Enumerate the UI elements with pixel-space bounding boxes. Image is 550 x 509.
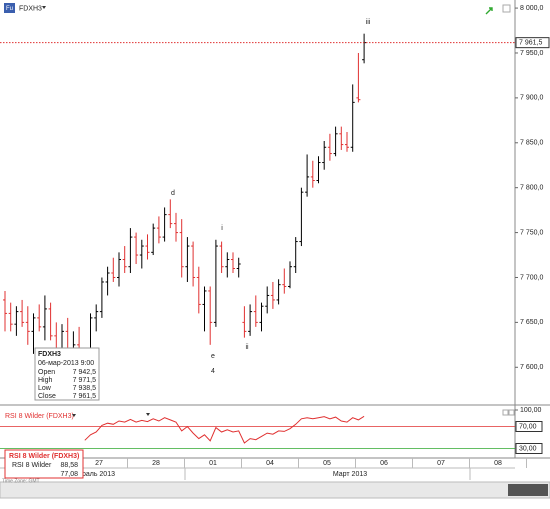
x-tick-label: 28 [152,460,160,467]
info-value: 7 961,5 [73,393,96,400]
y-tick-label: 7 650,0 [520,319,543,326]
y-tick-label: 7 900,0 [520,95,543,102]
info-label: Open [38,369,55,376]
info-value: 7 942,5 [73,369,96,376]
scrollbar[interactable] [0,481,550,499]
y-tick-label: 8 000,0 [520,5,543,12]
level-box [515,421,543,432]
marker [146,413,150,416]
symbol-icon[interactable] [4,3,15,13]
x-tick-label: 08 [494,460,502,467]
rsi-legend: RSI 8 Wilder (FDXH3) RSI 8 Wilder 88,58 … [4,449,84,479]
wave-label: i [221,225,223,232]
y-tick-label: 7 950,0 [520,50,543,57]
y-tick-label: 7 700,0 [520,274,543,281]
scrollbar-thumb[interactable] [508,484,548,496]
x-tick-label: 06 [380,460,388,467]
tool-icon[interactable] [508,409,515,416]
info-value: 7 938,5 [73,385,96,392]
rsi-legend-frame [4,449,84,479]
x-tick-label: 27 [95,460,103,467]
month-label: Март 2013 [333,471,367,478]
month-label: Февраль 2013 [69,471,115,478]
x-tick-label: 04 [266,460,274,467]
info-label: High [38,377,53,384]
last-price-label: 7 961,5 [519,39,542,46]
info-label: Close [38,393,56,400]
y-tick-label: 7 750,0 [520,229,543,236]
wave-label: d [171,190,175,197]
x-tick-label: 01 [209,460,217,467]
rsi-legend-value: 88,58 [60,462,78,469]
x-tick-label: 05 [323,460,331,467]
info-value: 7 971,5 [73,377,96,384]
time-zone: Time Zone: GMT [2,478,40,484]
tool-icon[interactable] [485,7,493,15]
rsi-menu[interactable]: RSI 8 Wilder (FDXH3) [5,413,74,420]
wave-label: 4 [211,368,215,375]
level-label: 30,00 [519,445,537,452]
info-title: FDXH3 [38,351,61,358]
info-box-frame [34,347,100,401]
info-label: Low [38,385,52,392]
y-tick-label: 7 800,0 [520,185,543,192]
wave-label: iii [366,19,371,26]
y-tick-label: 100,00 [520,407,542,414]
tool-icon[interactable] [502,4,511,13]
rsi-legend-value: 77,08 [60,471,78,478]
level-label: 70,00 [519,423,537,430]
last-price-box [515,37,550,49]
symbol-name[interactable]: FDXH3 [19,5,42,12]
tool-icon[interactable] [502,409,509,416]
wave-label: e [211,353,215,360]
wave-label: ii [245,344,249,351]
y-tick-label: 7 600,0 [520,364,543,371]
rsi-legend-name: RSI 8 Wilder [12,462,52,469]
level-box [515,443,543,454]
rsi-line [84,415,365,444]
info-box: FDXH3 06-мар-2013 9:00 Open 7 942,5 High 7 … [34,347,100,401]
symbol-icon-text: Fu [6,6,13,12]
y-tick-label: 7 850,0 [520,140,543,147]
dropdown[interactable] [42,6,46,9]
rsi-legend-title: RSI 8 Wilder (FDXH3) [9,453,79,460]
info-date: 06-мар-2013 9:00 [38,360,94,367]
dropdown[interactable] [72,414,76,417]
x-tick-label: 07 [437,460,445,467]
